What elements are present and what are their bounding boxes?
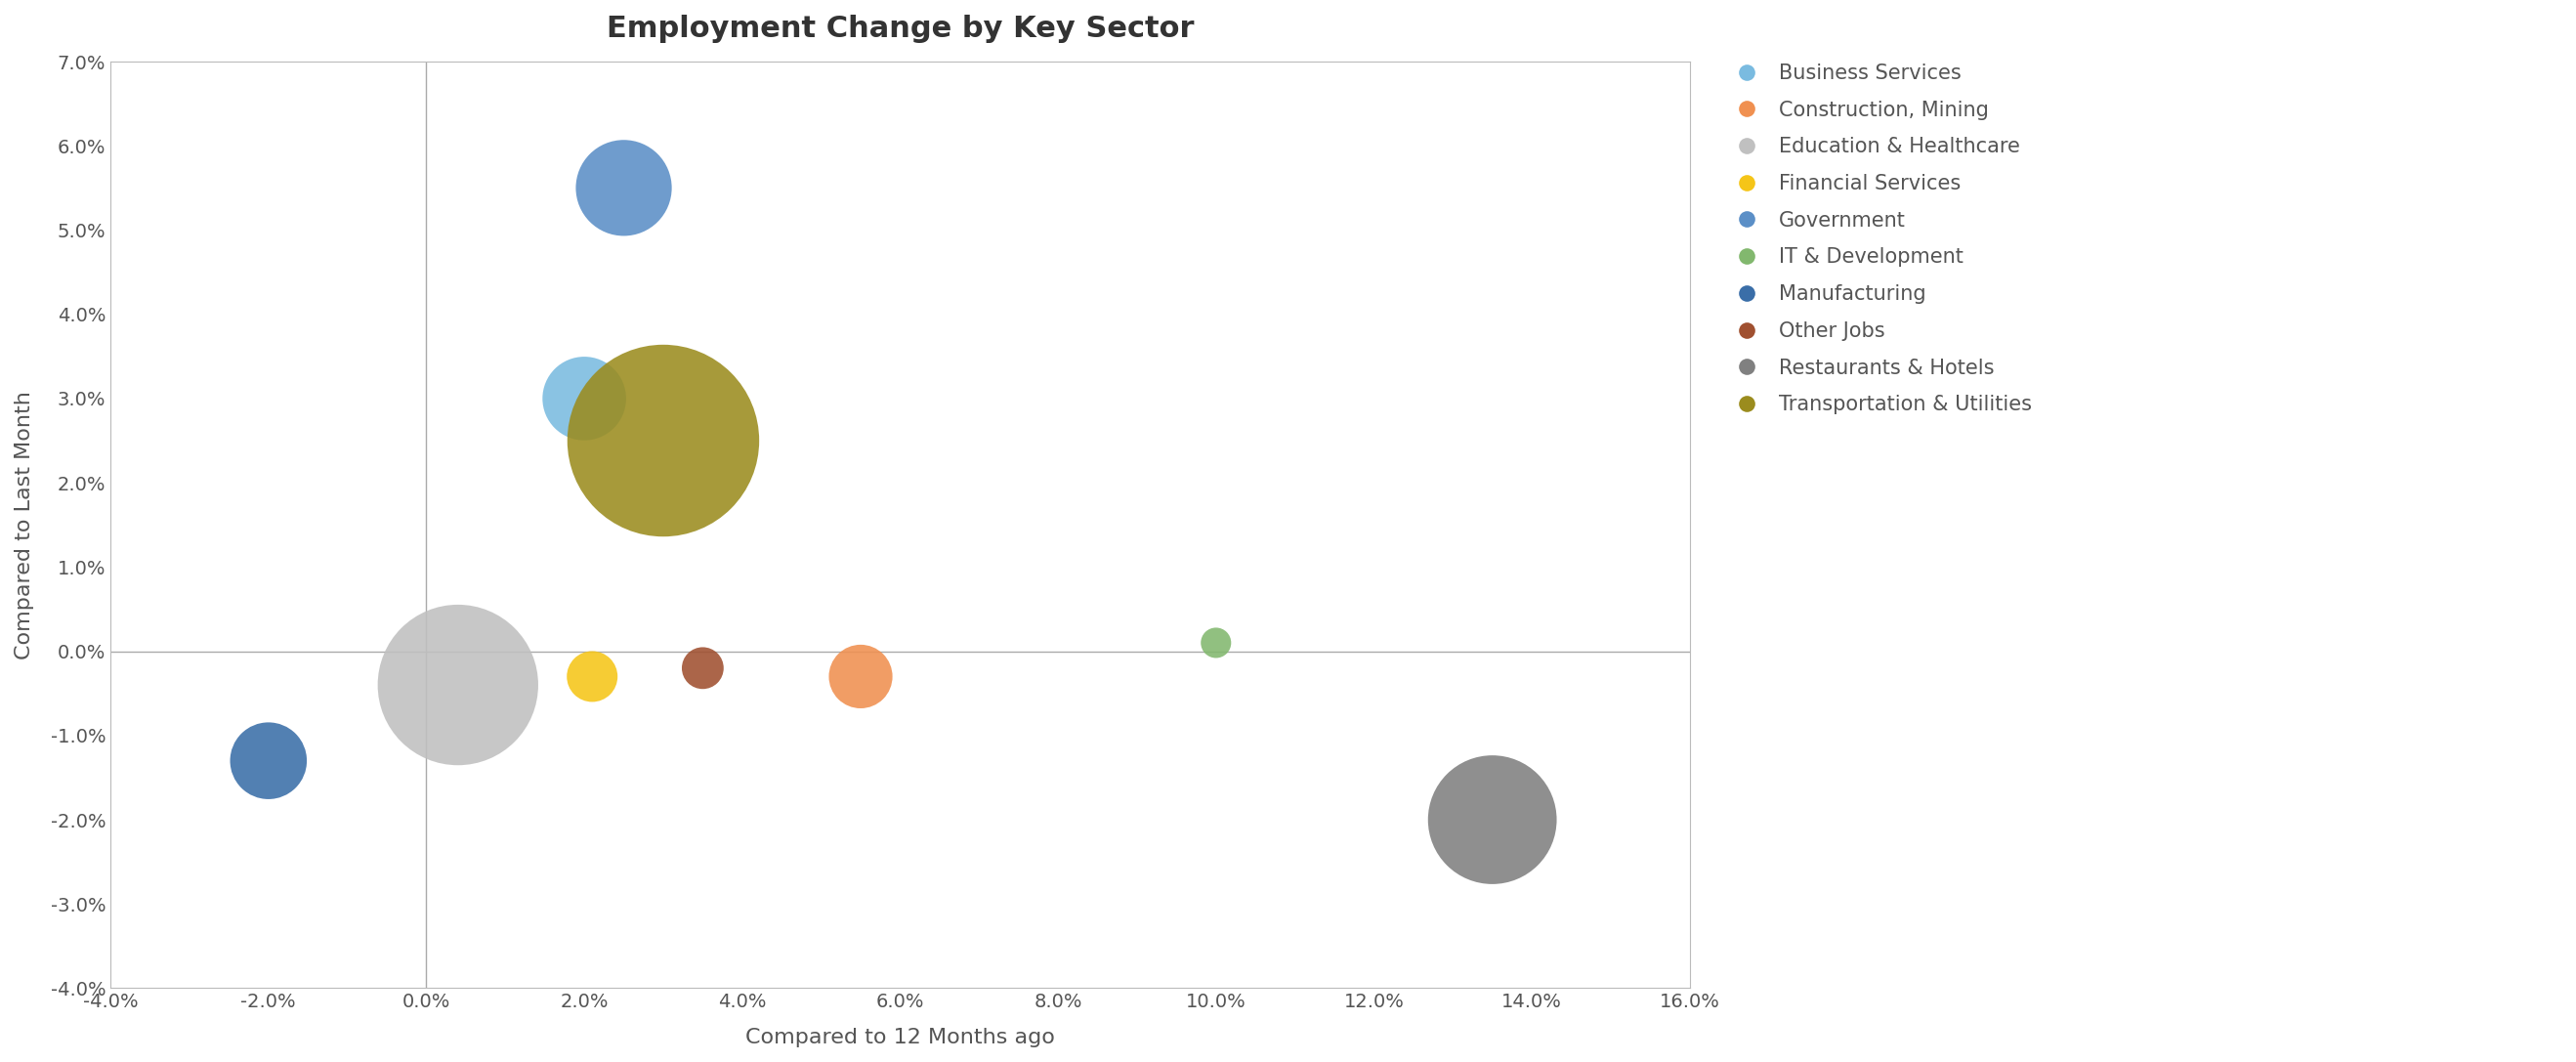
Y-axis label: Compared to Last Month: Compared to Last Month [15, 391, 33, 660]
Point [840, 668, 881, 685]
Title: Employment Change by Key Sector: Employment Change by Key Sector [605, 15, 1193, 42]
Point [438, 676, 479, 693]
Point [1195, 634, 1236, 651]
Point [572, 668, 613, 685]
Point [641, 432, 683, 449]
Legend: Business Services, Construction, Mining, Education & Healthcare, Financial Servi: Business Services, Construction, Mining,… [1716, 53, 2043, 425]
X-axis label: Compared to 12 Months ago: Compared to 12 Months ago [744, 1028, 1056, 1047]
Point [683, 660, 724, 676]
Point [247, 752, 289, 769]
Point [603, 179, 644, 196]
Point [1471, 811, 1512, 828]
Point [564, 390, 605, 407]
